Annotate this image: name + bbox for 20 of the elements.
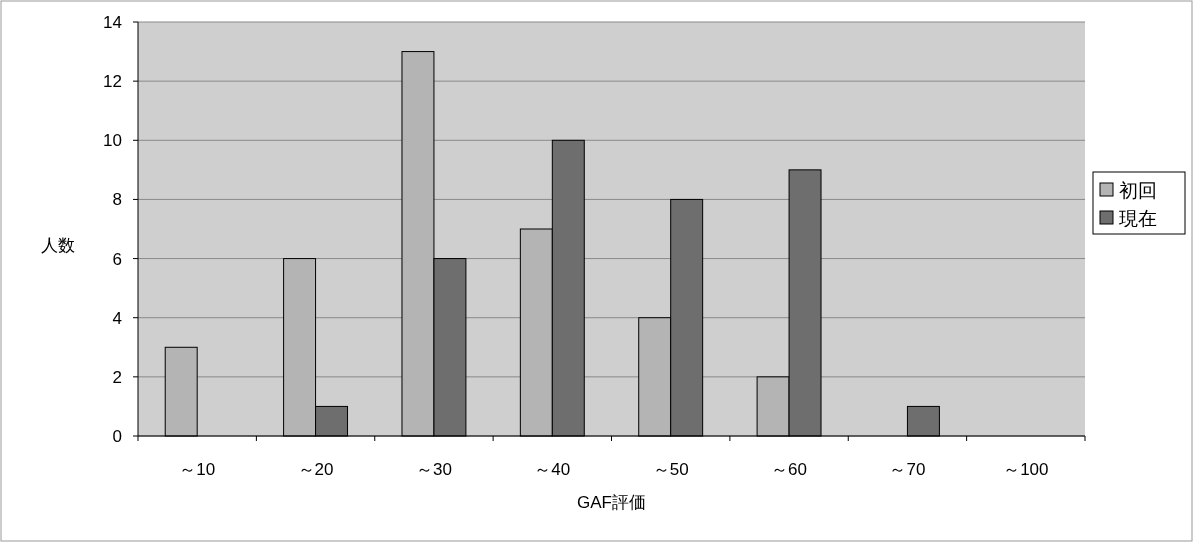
- x-tick-label: ～30: [415, 460, 452, 479]
- y-tick-label: 2: [112, 367, 122, 387]
- x-tick-label: ～40: [534, 460, 571, 479]
- x-tick-label: ～20: [297, 460, 334, 479]
- y-tick-label: 12: [103, 72, 122, 92]
- x-tick-label: ～100: [1003, 460, 1049, 479]
- y-tick-label: 6: [112, 249, 122, 269]
- y-tick-label: 0: [112, 427, 122, 446]
- x-tick-label: ～70: [889, 460, 926, 479]
- y-tick-label: 10: [103, 131, 122, 151]
- legend-label: 初回: [1119, 180, 1157, 201]
- x-axis-title: GAF評価: [577, 493, 646, 512]
- y-tick-label: 8: [112, 190, 122, 210]
- x-tick-label: ～60: [771, 460, 808, 479]
- legend-label: 現在: [1119, 208, 1157, 229]
- x-tick-label: ～50: [652, 460, 689, 479]
- y-tick-label: 14: [103, 13, 122, 32]
- y-tick-label: 4: [112, 308, 122, 328]
- y-axis-title: 人数: [41, 236, 75, 255]
- x-tick-label: ～10: [179, 460, 216, 479]
